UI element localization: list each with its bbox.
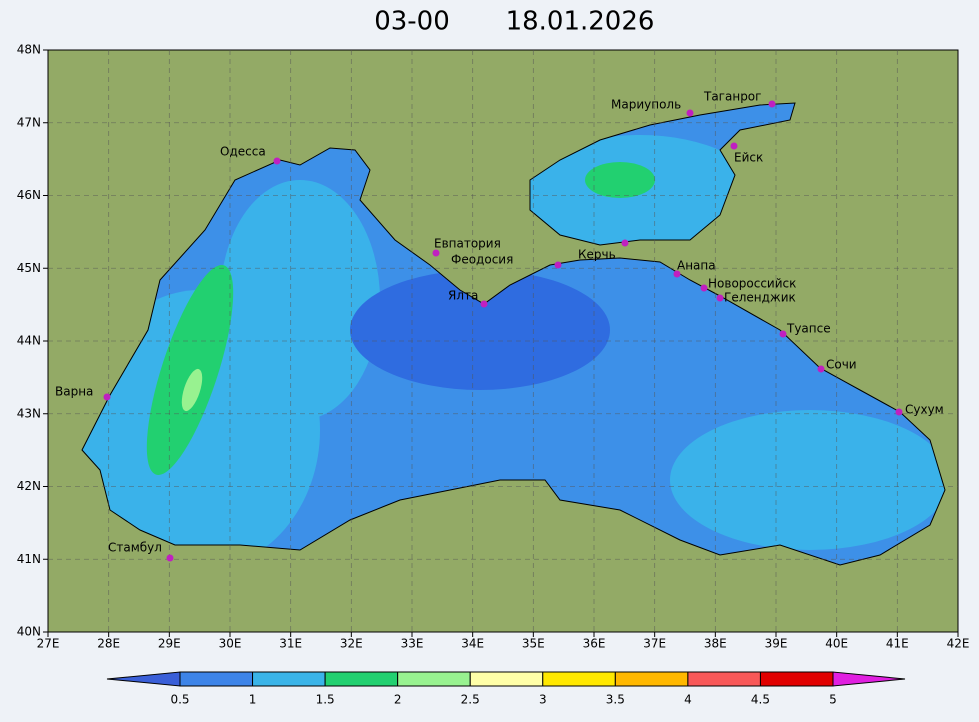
- colorbar-label: 3: [539, 693, 547, 707]
- wave-zone: [220, 180, 380, 420]
- colorbar-box: [252, 671, 326, 687]
- lon-label: 32E: [340, 637, 363, 651]
- colorbar-box: [324, 671, 399, 687]
- lon-label: 41E: [886, 637, 909, 651]
- labels: 40N 41N 42N 43N 44N 45N 46N 47N 48N 27E 28E 29E 30E 3…: [17, 43, 970, 651]
- colorbar-box: [469, 671, 544, 687]
- city-label: Новороссийск: [708, 277, 796, 291]
- city-dot: [686, 109, 694, 117]
- city-dot: [700, 284, 708, 292]
- city-dot: [716, 294, 724, 302]
- city-label: Анапа: [677, 259, 716, 273]
- lon-label: 34E: [461, 637, 484, 651]
- wave-zone: [670, 410, 945, 550]
- colorbar-box: [687, 671, 761, 687]
- lat-label: 48N: [17, 43, 41, 57]
- wave-zone: [350, 270, 610, 390]
- lon-label: 28E: [97, 637, 120, 651]
- lat-label: 40N: [17, 625, 41, 639]
- city-label: Геленджик: [724, 291, 796, 305]
- lat-label: 42N: [17, 479, 41, 493]
- lat-label: 43N: [17, 406, 41, 420]
- lon-label: 27E: [37, 637, 60, 651]
- colorbar-label: 3.5: [606, 693, 625, 707]
- city-dot: [895, 408, 903, 416]
- city-dot: [273, 157, 281, 165]
- colorbar-label: 5: [829, 693, 837, 707]
- time-label: 03-00: [374, 7, 450, 37]
- graticule: [43, 49, 959, 637]
- lon-label: 35E: [522, 637, 545, 651]
- lon-label: 40E: [825, 637, 848, 651]
- colorbar-label: 4.5: [751, 693, 770, 707]
- city-dot: [621, 239, 629, 247]
- lon-label: 37E: [643, 637, 666, 651]
- wave-zone: [585, 162, 655, 198]
- colorbar-label: 2.5: [461, 693, 480, 707]
- city-dot: [103, 393, 111, 401]
- city-dot: [673, 270, 681, 278]
- colorbar-label: 1.5: [316, 693, 335, 707]
- city-label: Ейск: [734, 151, 763, 165]
- city-label: Туапсе: [786, 322, 831, 336]
- city-dot: [554, 261, 562, 269]
- city-dot: [432, 249, 440, 257]
- city-label: Ялта: [448, 289, 478, 303]
- date-label: 18.01.2026: [506, 7, 655, 37]
- colorbar: 0.5 1 1.5 2 2.5 3 3.5 4 4.5 5: [106, 671, 906, 707]
- city-dot: [779, 330, 787, 338]
- colorbar-label: 2: [394, 693, 402, 707]
- lon-label: 31E: [279, 637, 302, 651]
- lon-label: 29E: [158, 637, 181, 651]
- lat-label: 41N: [17, 552, 41, 566]
- colorbar-label: 1: [249, 693, 257, 707]
- lat-label: 46N: [17, 188, 41, 202]
- city-label: Сухум: [905, 403, 944, 417]
- city-dot: [768, 100, 776, 108]
- city-label: Стамбул: [108, 541, 162, 555]
- colorbar-under: [106, 671, 181, 687]
- city-label: Керчь: [578, 248, 616, 262]
- lon-label: 33E: [401, 637, 424, 651]
- lon-label: 38E: [704, 637, 727, 651]
- city-label: Сочи: [826, 358, 857, 372]
- colorbar-box: [179, 671, 254, 687]
- wave-zone: [520, 135, 760, 255]
- colorbar-box: [542, 671, 616, 687]
- lon-label: 39E: [765, 637, 788, 651]
- city-label: Таганрог: [703, 90, 761, 104]
- city-dot: [817, 365, 825, 373]
- colorbar-box: [759, 671, 834, 687]
- city-label: Мариуполь: [611, 98, 681, 112]
- lon-label: 36E: [583, 637, 606, 651]
- lat-label: 47N: [17, 115, 41, 129]
- wave-zone: [146, 265, 234, 475]
- colorbar-label: 4: [684, 693, 692, 707]
- wave-zone: [181, 368, 203, 412]
- city-label: Одесса: [220, 145, 266, 159]
- colorbar-box: [614, 671, 689, 687]
- city-label: Варна: [55, 385, 93, 399]
- lon-label: 30E: [219, 637, 242, 651]
- lat-label: 44N: [17, 334, 41, 348]
- colorbar-over: [832, 671, 906, 687]
- city-label: Евпатория: [434, 237, 501, 251]
- lon-label: 42E: [947, 637, 970, 651]
- city-dot: [730, 142, 738, 150]
- lat-label: 45N: [17, 261, 41, 275]
- city-label: Феодосия: [451, 253, 513, 267]
- colorbar-box: [397, 671, 471, 687]
- colorbar-label: 0.5: [170, 693, 189, 707]
- city-dot: [480, 300, 488, 308]
- city-dot: [166, 554, 174, 562]
